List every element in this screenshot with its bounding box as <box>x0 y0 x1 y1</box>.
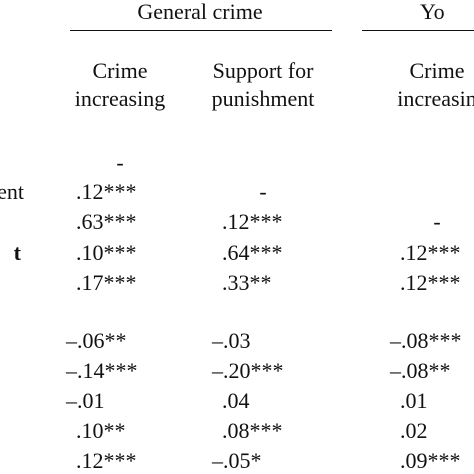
column-header: increasin <box>397 86 474 111</box>
group-header: Yo <box>420 0 445 24</box>
column-header: Support for <box>212 58 314 83</box>
table-cell: –.08** <box>390 358 451 383</box>
table-cell: .33** <box>222 270 272 295</box>
table-cell: .08*** <box>222 418 283 443</box>
table-cell: .64*** <box>222 240 283 265</box>
group-rule <box>70 30 332 31</box>
table-cell: –.01 <box>66 388 105 413</box>
table-cell: .01 <box>400 388 428 413</box>
table-cell: .12*** <box>76 448 137 473</box>
group-header: General crime <box>137 0 263 24</box>
table-cell: .12*** <box>400 240 461 265</box>
table-cell: .02 <box>400 418 428 443</box>
table-cell: –.05* <box>212 448 262 473</box>
table-cell: .17*** <box>76 270 137 295</box>
table-cell: - <box>259 179 267 204</box>
table-cell: .12*** <box>76 179 137 204</box>
table-cell: - <box>116 150 124 175</box>
column-header: Crime <box>409 58 465 83</box>
table-cell: .10** <box>76 418 126 443</box>
table-cell: .12*** <box>400 270 461 295</box>
table-cell: –.06** <box>66 328 127 353</box>
table-cell: –.03 <box>212 328 251 353</box>
table-cell: .04 <box>222 388 250 413</box>
table-cell: –.20*** <box>212 358 284 383</box>
table-cell: - <box>433 209 441 234</box>
table-cell: –.14*** <box>66 358 138 383</box>
row-label: ent <box>0 179 24 204</box>
column-header: increasing <box>74 86 166 111</box>
table-cell: .10*** <box>76 240 137 265</box>
column-header: punishment <box>211 86 315 111</box>
group-rule <box>362 30 474 31</box>
table-cell: .12*** <box>222 209 283 234</box>
row-label: t <box>13 240 21 265</box>
table-cell: .63*** <box>76 209 137 234</box>
column-header: Crime <box>92 58 148 83</box>
table-cell: .09*** <box>400 448 461 473</box>
table-cell: –.08*** <box>390 328 462 353</box>
